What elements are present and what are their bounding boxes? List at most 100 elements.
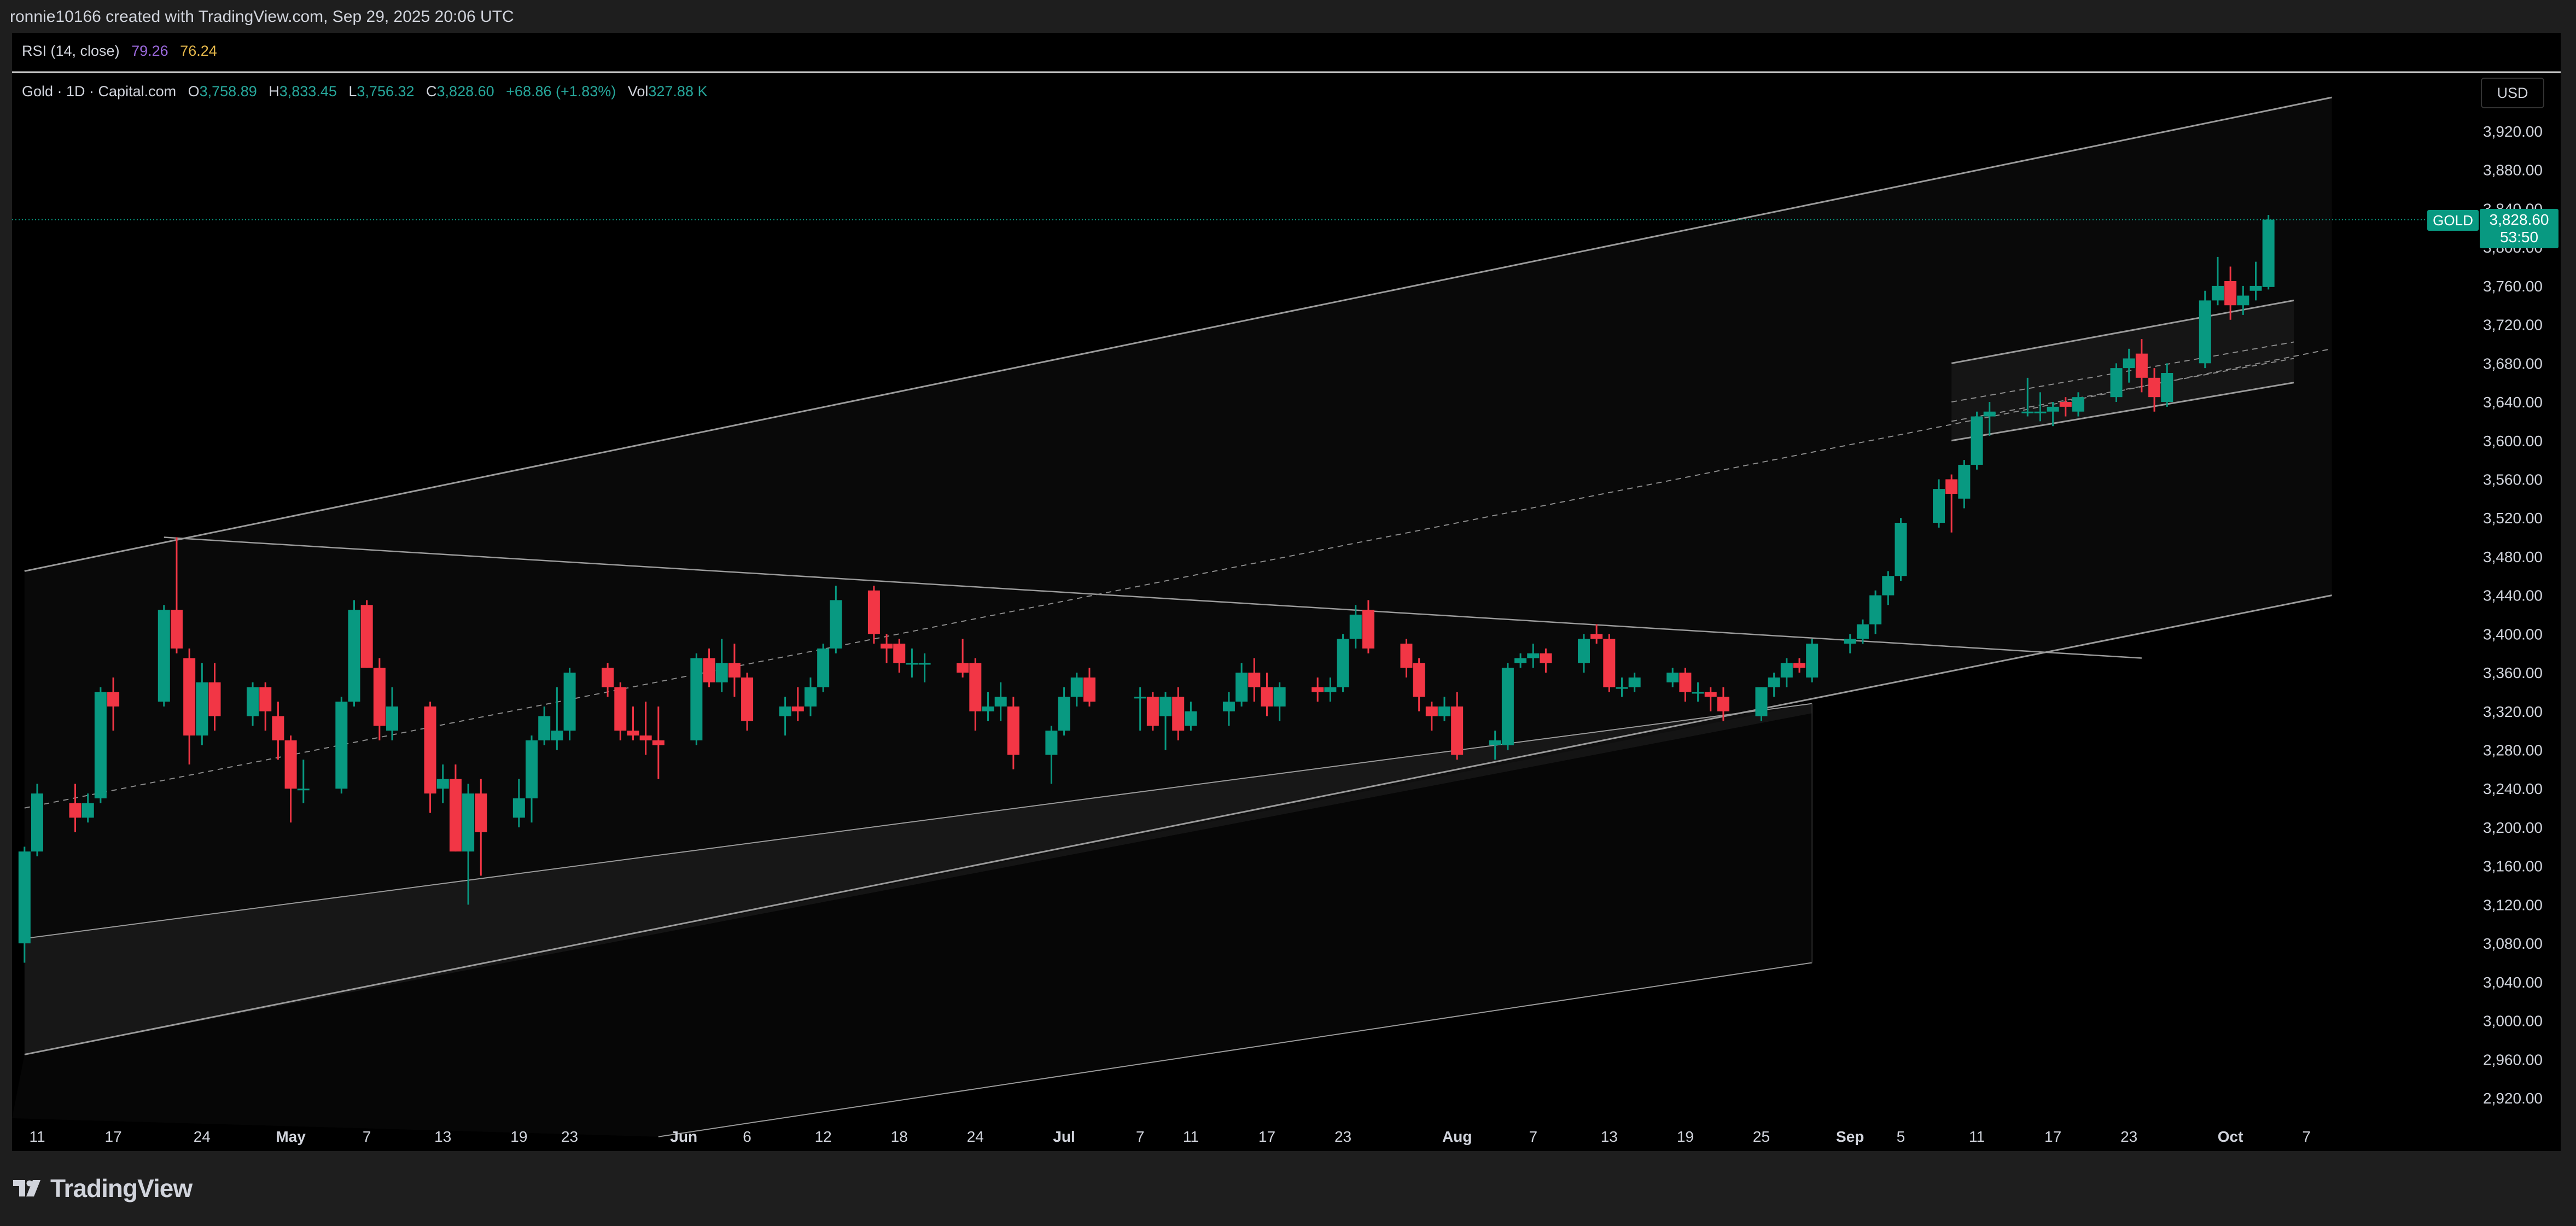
- candle[interactable]: [2249, 261, 2262, 301]
- candle[interactable]: [1603, 634, 1616, 692]
- candle[interactable]: [602, 663, 614, 697]
- candle[interactable]: [2199, 290, 2211, 369]
- candle[interactable]: [1134, 687, 1146, 731]
- candle[interactable]: [728, 644, 741, 697]
- candle[interactable]: [18, 846, 31, 963]
- candle[interactable]: [297, 760, 310, 803]
- symbol-legend[interactable]: Gold · 1D · Capital.com O3,758.89 H3,833…: [22, 83, 707, 100]
- candle[interactable]: [2034, 392, 2047, 422]
- candle[interactable]: [1248, 658, 1261, 702]
- candle[interactable]: [1438, 697, 1450, 721]
- candle[interactable]: [1806, 639, 1819, 682]
- candle[interactable]: [881, 634, 893, 663]
- candle[interactable]: [1540, 648, 1552, 673]
- candle[interactable]: [1261, 673, 1273, 716]
- candle[interactable]: [158, 605, 170, 707]
- candle[interactable]: [2135, 339, 2148, 393]
- candle[interactable]: [272, 702, 284, 760]
- candle[interactable]: [2148, 368, 2161, 412]
- candle[interactable]: [1895, 518, 1907, 581]
- candle[interactable]: [804, 677, 817, 716]
- candle[interactable]: [2211, 256, 2224, 306]
- candle[interactable]: [1273, 682, 1286, 721]
- candle[interactable]: [1185, 702, 1197, 731]
- candle[interactable]: [906, 648, 918, 678]
- candle[interactable]: [31, 784, 43, 856]
- candle[interactable]: [538, 706, 551, 745]
- candle[interactable]: [1793, 658, 1806, 673]
- candle[interactable]: [639, 702, 652, 755]
- candle[interactable]: [1425, 702, 1438, 731]
- candle[interactable]: [627, 706, 639, 740]
- candle[interactable]: [1666, 668, 1679, 687]
- candle[interactable]: [1692, 682, 1704, 702]
- candle[interactable]: [1755, 687, 1768, 721]
- candle[interactable]: [703, 648, 715, 687]
- candle[interactable]: [551, 687, 563, 750]
- candle[interactable]: [1083, 668, 1095, 707]
- candle[interactable]: [779, 697, 791, 735]
- candle[interactable]: [1235, 663, 1248, 707]
- candle[interactable]: [1045, 726, 1058, 784]
- candle[interactable]: [830, 585, 842, 653]
- candle[interactable]: [2047, 402, 2059, 427]
- candle[interactable]: [614, 682, 627, 740]
- candle[interactable]: [1362, 600, 1374, 653]
- candle[interactable]: [1172, 687, 1185, 740]
- candle[interactable]: [1717, 687, 1729, 721]
- candle[interactable]: [2059, 397, 2072, 417]
- candle[interactable]: [1070, 673, 1083, 707]
- candle[interactable]: [1159, 692, 1172, 750]
- candle[interactable]: [183, 648, 196, 765]
- candle[interactable]: [1501, 663, 1514, 750]
- candle[interactable]: [247, 682, 259, 726]
- candle[interactable]: [1628, 673, 1641, 692]
- candle[interactable]: [982, 692, 994, 721]
- candle[interactable]: [373, 658, 386, 740]
- candle[interactable]: [462, 784, 475, 905]
- candle[interactable]: [2237, 285, 2249, 315]
- candle[interactable]: [1324, 677, 1337, 702]
- candle[interactable]: [1844, 634, 1856, 653]
- candle[interactable]: [2262, 215, 2275, 290]
- candle[interactable]: [2161, 363, 2173, 407]
- candle[interactable]: [69, 784, 81, 832]
- candle[interactable]: [449, 764, 462, 852]
- candle[interactable]: [1933, 479, 1945, 528]
- candle[interactable]: [918, 653, 931, 682]
- candle[interactable]: [741, 673, 754, 731]
- candle[interactable]: [208, 663, 221, 731]
- candle[interactable]: [957, 639, 969, 678]
- candle[interactable]: [1451, 692, 1464, 760]
- candle[interactable]: [1856, 619, 1869, 644]
- candle[interactable]: [1945, 474, 1958, 533]
- candle[interactable]: [1780, 658, 1793, 687]
- candle[interactable]: [81, 793, 94, 823]
- candle[interactable]: [791, 687, 804, 721]
- candle[interactable]: [994, 682, 1007, 721]
- candle[interactable]: [1616, 677, 1628, 697]
- candle[interactable]: [1971, 411, 1983, 470]
- candle[interactable]: [170, 537, 183, 653]
- candle[interactable]: [475, 779, 487, 876]
- candle[interactable]: [512, 779, 525, 827]
- candle[interactable]: [2123, 348, 2135, 383]
- candle[interactable]: [2224, 266, 2237, 320]
- candle[interactable]: [969, 658, 982, 731]
- candle[interactable]: [1146, 692, 1159, 731]
- candle[interactable]: [1337, 634, 1349, 692]
- candle[interactable]: [1400, 639, 1413, 678]
- candle[interactable]: [1413, 658, 1425, 711]
- candle[interactable]: [1058, 687, 1070, 735]
- candle[interactable]: [1489, 731, 1501, 760]
- candle[interactable]: [2110, 363, 2123, 402]
- candle[interactable]: [1590, 624, 1603, 644]
- candle[interactable]: [1007, 697, 1019, 769]
- candle[interactable]: [1882, 571, 1895, 605]
- candle[interactable]: [196, 663, 208, 745]
- candle[interactable]: [1527, 644, 1540, 668]
- candle[interactable]: [348, 600, 360, 707]
- candle[interactable]: [1768, 673, 1780, 697]
- candle[interactable]: [1222, 692, 1235, 726]
